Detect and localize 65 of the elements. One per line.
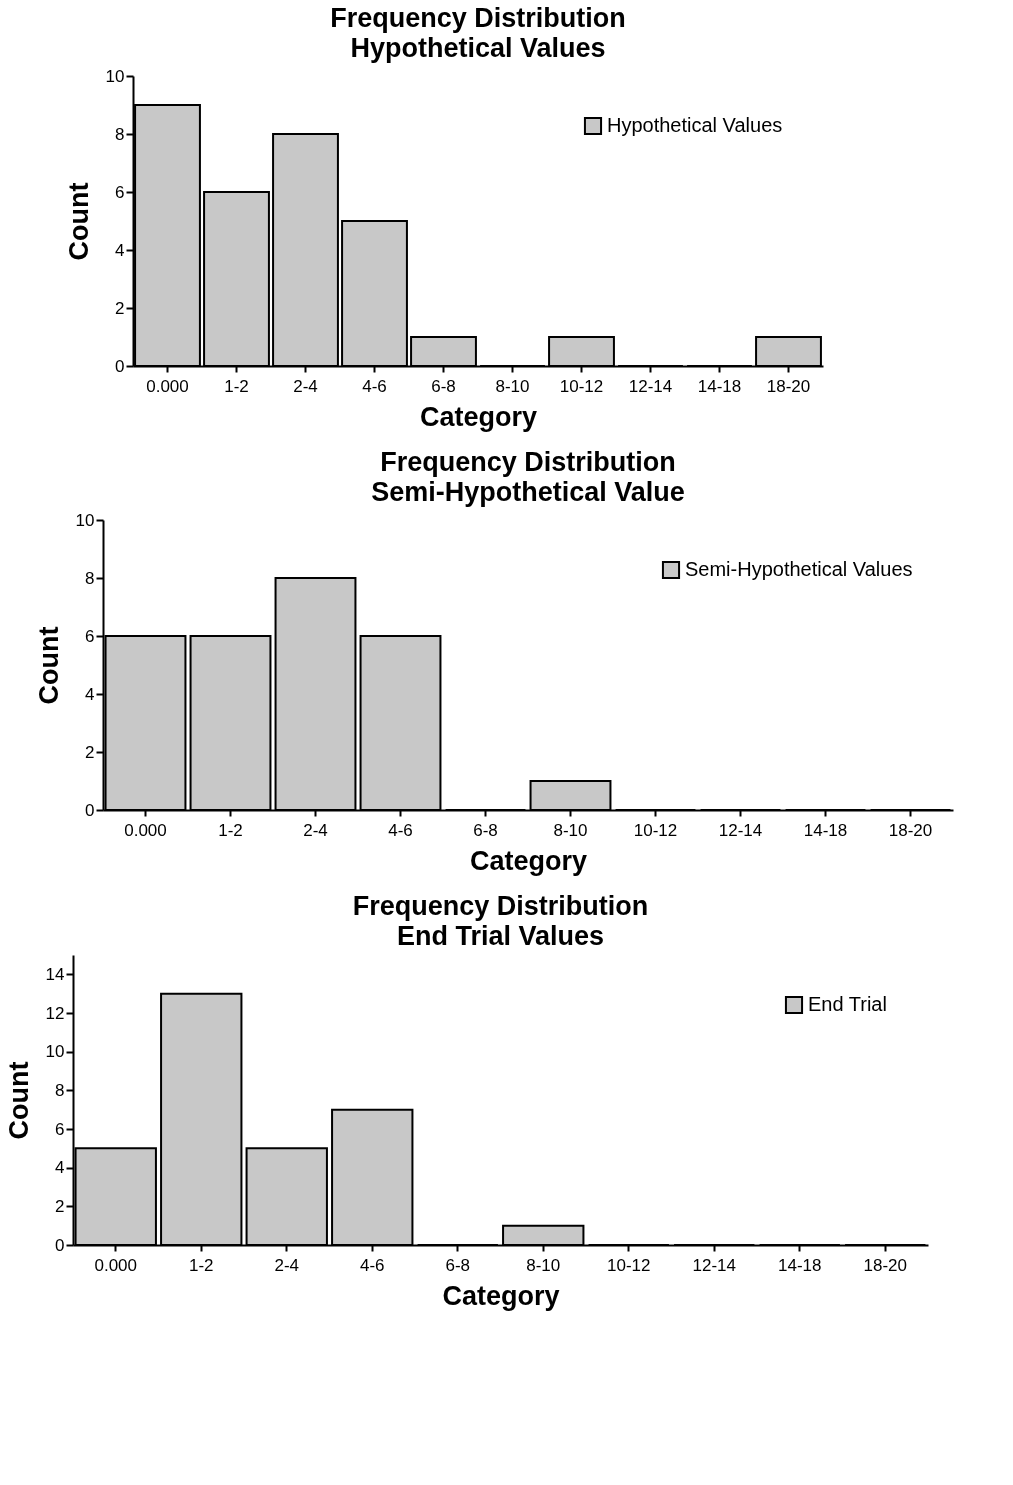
x-tick-label: 1-2: [224, 376, 249, 396]
x-tick-label: 4-6: [359, 1255, 385, 1275]
y-axis-title: Count: [3, 1061, 34, 1140]
chart-subtitle: Hypothetical Values: [350, 33, 606, 63]
y-tick-label: 2: [85, 742, 95, 762]
y-tick-label: 2: [115, 298, 125, 318]
x-tick-label: 6-8: [431, 376, 456, 396]
y-tick-label: 4: [55, 1158, 65, 1178]
y-tick-label: 8: [55, 1080, 65, 1100]
y-tick-label: 6: [85, 626, 95, 646]
chart-title: Frequency Distribution: [380, 447, 676, 477]
x-tick-label: 10-12: [559, 376, 604, 396]
x-tick-label: 8-10: [526, 1255, 561, 1275]
x-axis-title: Category: [419, 401, 538, 432]
x-tick-label: 18-20: [888, 820, 933, 840]
legend-label: Semi-Hypothetical Values: [685, 558, 913, 580]
legend-label: Hypothetical Values: [607, 114, 783, 136]
x-tick-label: 6-8: [473, 820, 498, 840]
y-tick-label: 8: [115, 124, 125, 144]
y-tick-label: 0: [85, 800, 95, 820]
y-tick-label: 10: [75, 510, 95, 530]
x-tick-label: 12-14: [628, 376, 673, 396]
x-axis-title: Category: [442, 1280, 560, 1311]
x-axis-title: Category: [469, 845, 588, 876]
x-tick-label: 4-6: [362, 376, 387, 396]
chart-title: Frequency Distribution: [352, 891, 649, 921]
y-tick-label: 0: [55, 1235, 65, 1255]
x-tick-label: 8-10: [553, 820, 588, 840]
x-tick-label: 18-20: [863, 1255, 907, 1275]
y-axis-title: Count: [63, 182, 94, 261]
x-tick-label: 14-18: [778, 1255, 822, 1275]
x-tick-label: 1-2: [188, 1255, 214, 1275]
x-tick-label: 1-2: [218, 820, 243, 840]
y-axis-title: Count: [33, 626, 64, 705]
x-tick-label: 14-18: [697, 376, 742, 396]
x-tick-label: 2-4: [303, 820, 328, 840]
chart-subtitle: Semi-Hypothetical Value: [371, 477, 685, 507]
x-tick-label: 4-6: [388, 820, 413, 840]
x-tick-label: 12-14: [692, 1255, 736, 1275]
y-tick-label: 0: [115, 356, 125, 376]
x-tick-label: 10-12: [607, 1255, 651, 1275]
x-tick-label: 6-8: [445, 1255, 471, 1275]
x-tick-label: 2-4: [293, 376, 318, 396]
x-tick-label: 0.000: [94, 1255, 138, 1275]
y-tick-label: 8: [85, 568, 95, 588]
x-tick-label: 12-14: [718, 820, 763, 840]
y-tick-label: 6: [115, 182, 125, 202]
x-tick-label: 18-20: [766, 376, 811, 396]
y-tick-label: 6: [55, 1119, 65, 1139]
y-tick-label: 4: [85, 684, 95, 704]
x-tick-label: 0.000: [124, 820, 167, 840]
x-tick-label: 0.000: [146, 376, 189, 396]
y-tick-label: 10: [105, 66, 125, 86]
y-tick-label: 12: [45, 1003, 65, 1023]
x-tick-label: 14-18: [803, 820, 848, 840]
y-tick-label: 2: [55, 1196, 65, 1216]
x-tick-label: 8-10: [495, 376, 530, 396]
y-tick-label: 14: [45, 964, 65, 984]
x-tick-label: 2-4: [274, 1255, 300, 1275]
chart-title: Frequency Distribution: [330, 3, 626, 33]
y-tick-label: 4: [115, 240, 125, 260]
legend-label: End Trial: [808, 993, 887, 1015]
x-tick-label: 10-12: [633, 820, 678, 840]
y-tick-label: 10: [45, 1042, 65, 1062]
chart-subtitle: End Trial Values: [396, 921, 605, 951]
